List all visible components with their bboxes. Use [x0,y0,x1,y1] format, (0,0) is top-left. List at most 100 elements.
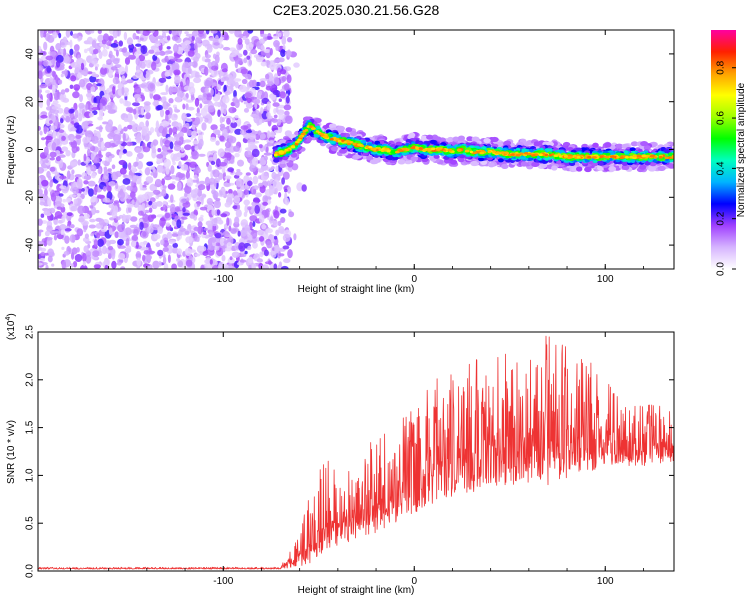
spectrogram-noise-cell [279,208,287,214]
spectrogram-noise-cell [209,136,217,142]
spectrogram-noise-cell [147,214,154,223]
spectrogram-noise-cell [164,71,170,77]
spectrogram-noise-cell [265,73,270,80]
spectrogram-noise-cell [252,221,256,227]
spectrogram-noise-cell [122,178,131,185]
spectrogram-noise-cell [167,254,171,263]
spectrogram-noise-cell [173,43,179,53]
spectrogram-noise-cell [145,209,149,213]
spectrogram-noise-cell [234,81,239,89]
spectrogram-noise-cell [182,103,186,110]
spectrogram-noise-cell [55,60,61,68]
spectrogram-noise-cell [213,42,220,46]
spectrogram-noise-cell [52,31,58,39]
spectrogram-noise-cell [282,233,291,242]
spectrogram-noise-cell [157,226,164,235]
spectrogram-noise-cell [184,248,192,256]
spectrogram-noise-cell [234,128,243,135]
spectrogram-noise-cell [64,54,70,62]
spectrogram-noise-cell [102,197,111,203]
spectrogram-noise-cell [229,54,237,58]
spectrogram-noise-cell [61,261,67,269]
spectrogram-noise-cell [65,115,71,123]
spectrogram-noise-cell [127,108,135,114]
spectrogram-noise-cell [256,92,261,101]
spectrogram-noise-cell [49,76,53,83]
spectrogram-noise-cell [137,125,142,132]
spectrogram-noise-cell [209,177,216,185]
spectrogram-noise-cell [190,40,194,45]
spectrogram-noise-cell [174,177,180,181]
spectrogram-noise-cell [91,58,98,65]
spectrogram-noise-cell [141,128,148,136]
spectrogram-noise-cell [228,136,237,144]
spectrogram-signal-cell [369,159,378,165]
spectrogram-noise-cell [205,30,210,35]
spectrogram-noise-cell [251,148,260,158]
spectrogram-noise-cell [117,132,122,141]
spectrogram-noise-cell [245,129,253,134]
spectrogram-noise-cell [194,145,199,151]
spectrogram-noise-cell [51,263,55,267]
spectrogram-noise-cell [150,30,155,34]
spectrogram-noise-cell [154,51,161,56]
spectrogram-noise-cell [38,126,41,131]
spectrogram-noise-cell [221,255,226,262]
spectrogram-noise-cell [38,61,44,66]
spectrogram-noise-cell [104,264,109,269]
spectrogram-noise-cell [88,224,97,229]
spectrogram-signal-cell [471,136,480,142]
spectrogram-noise-cell [95,126,104,130]
spectrogram-noise-cell [252,157,259,166]
spectrogram-noise-cell [247,256,254,264]
spectrogram-noise-cell [49,120,53,124]
spectrogram-noise-cell [70,263,74,268]
spectrogram-noise-cell [152,94,161,101]
spectrogram-noise-cell [60,42,65,46]
spectrogram-noise-cell [108,181,116,187]
spectrogram-noise-cell [206,197,213,205]
spectrogram-noise-cell [80,62,85,71]
spectrogram-noise-cell [247,206,252,211]
spectrogram-noise-cell [61,246,65,250]
spectrogram-noise-cell [140,45,148,55]
spectrogram-noise-cell [79,78,86,88]
spectrogram-noise-cell [98,218,105,226]
spectrogram-noise-cell [239,97,243,102]
spectrogram-noise-cell [230,228,237,234]
spectrogram-noise-cell [191,150,199,160]
spectrogram-noise-cell [145,120,149,128]
spectrogram-noise-cell [191,130,197,139]
spectrogram-noise-cell [69,84,74,90]
spectrogram-noise-cell [154,233,161,240]
spectrogram-noise-cell [224,115,233,120]
spectrogram-noise-cell [211,236,217,243]
spectrogram-signal-cell [576,166,583,172]
spectrogram-noise-cell [108,204,115,209]
spectrogram-noise-cell [71,169,75,175]
spectrogram-noise-cell [122,132,126,142]
spectrogram-noise-cell [152,168,156,173]
spectrogram-noise-cell [58,32,62,39]
spectrogram-noise-cell [104,105,113,110]
spectrogram-noise-cell [97,194,105,199]
spectrogram-noise-cell [68,194,77,198]
spectrogram-noise-cell [39,193,45,201]
spectrogram-noise-cell [272,35,279,40]
spectrogram-noise-cell [107,245,114,251]
spectrogram-noise-cell [117,124,122,132]
spectrogram-noise-cell [121,75,126,84]
spectrogram-noise-cell [281,35,287,46]
spectrogram-noise-cell [196,107,200,114]
spectrogram-noise-cell [123,31,128,41]
spectrogram-noise-cell [145,176,154,184]
spectrogram-noise-cell [209,259,213,265]
spectrogram-noise-cell [38,188,43,195]
spectrogram-noise-cell [263,152,272,156]
spectrogram-noise-cell [224,141,232,148]
spectrogram-noise-cell [260,107,264,114]
spectrogram-noise-cell [51,109,60,114]
spectrogram-noise-cell [92,250,100,257]
spectrogram-noise-cell [286,74,292,84]
